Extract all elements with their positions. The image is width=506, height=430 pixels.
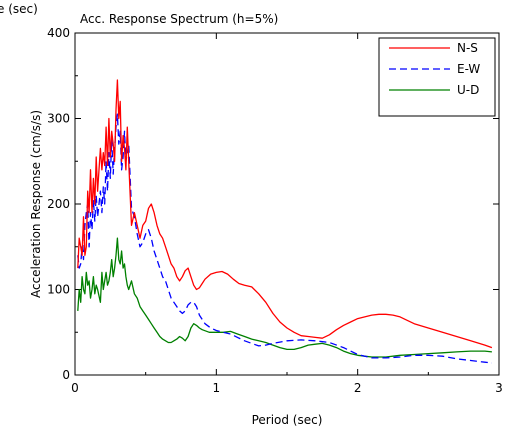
x-tick-label: 0 [71,381,79,395]
legend-box [378,37,496,117]
y-tick-label: 100 [47,283,70,297]
legend-label: N-S [457,41,478,55]
y-tick-label: 0 [62,368,70,382]
x-tick-label: 1 [213,381,221,395]
y-tick-label: 300 [47,112,70,126]
series-lines [77,79,493,364]
series-line-u-d [77,237,492,358]
series-line-n-s [77,79,493,349]
legend-label: E-W [457,62,480,76]
legend: N-S E-W U-D [378,37,496,117]
legend-label: U-D [457,83,479,97]
legend-items: N-S E-W U-D [389,41,480,97]
corner-label: e (sec) [0,2,38,16]
y-tick-label: 200 [47,197,70,211]
x-tick-label: 3 [495,381,503,395]
y-axis-label: Acceleration Response (cm/s/s) [29,110,43,298]
x-tick-label: 2 [354,381,362,395]
chart-title: Acc. Response Spectrum (h=5%) [80,12,278,26]
y-tick-label: 400 [47,26,70,40]
x-axis-label: Period (sec) [252,413,323,427]
series-line-e-w [77,113,492,364]
axis-ticks: 0 100 200 300 400 0 1 2 3 [47,26,503,395]
